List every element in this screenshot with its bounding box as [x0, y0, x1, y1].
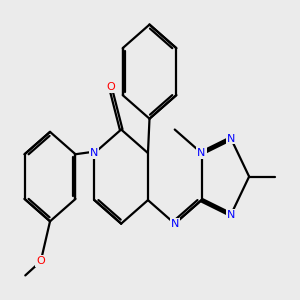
Text: O: O [36, 256, 45, 266]
Text: N: N [197, 148, 206, 158]
Text: N: N [227, 134, 235, 143]
Text: O: O [106, 82, 115, 92]
Text: N: N [90, 148, 99, 158]
Text: N: N [171, 219, 179, 229]
Text: N: N [227, 210, 235, 220]
